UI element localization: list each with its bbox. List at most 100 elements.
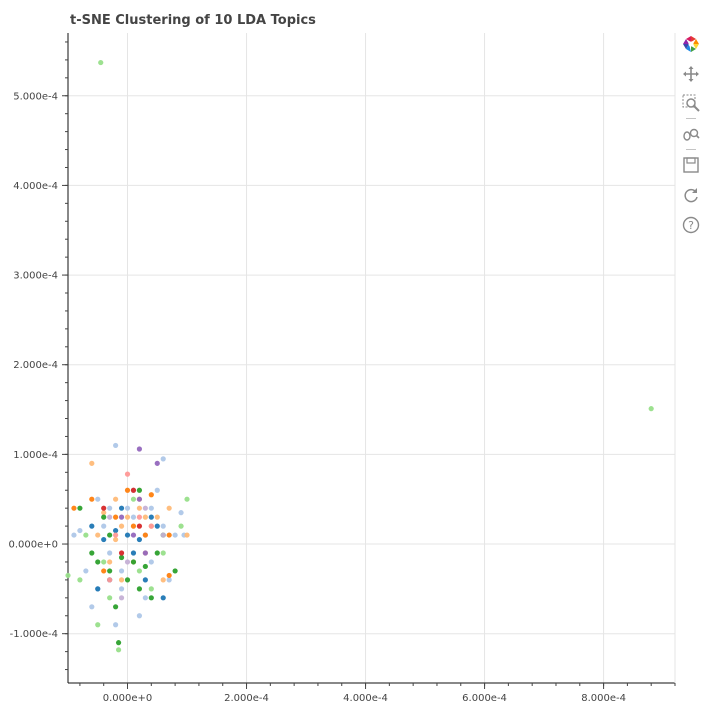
scatter-point — [178, 523, 184, 529]
scatter-point — [118, 514, 125, 520]
scatter-point — [124, 505, 131, 511]
scatter-point — [124, 577, 131, 583]
scatter-point — [113, 532, 119, 538]
toolbar-divider — [686, 149, 696, 150]
scatter-point — [148, 492, 154, 498]
scatter-point — [107, 595, 113, 601]
grid-lines — [68, 33, 675, 683]
scatter-point — [148, 559, 154, 565]
scatter-point — [89, 460, 95, 466]
scatter-point — [118, 505, 125, 511]
scatter-point — [124, 559, 131, 565]
scatter-point — [107, 568, 113, 574]
y-tick-label: 4.000e-4 — [13, 181, 58, 192]
scatter-point — [89, 604, 95, 610]
scatter-point — [136, 586, 143, 592]
tick-marks: 0.000e+0 2.000e-4 4.000e-4 6.000e-4 8.000e-4… — [8, 41, 676, 704]
scatter-point — [148, 595, 154, 601]
scatter-point — [142, 550, 148, 556]
scatter-point — [166, 505, 172, 511]
scatter-point — [648, 406, 654, 412]
scatter-point — [77, 577, 83, 583]
scatter-point — [113, 514, 119, 520]
scatter-point — [136, 487, 143, 493]
scatter-point — [95, 559, 101, 565]
box-zoom-icon[interactable] — [678, 92, 704, 114]
scatter-point — [113, 442, 119, 449]
scatter-point — [89, 523, 95, 529]
scatter-point — [178, 510, 184, 516]
scatter-point — [77, 527, 83, 534]
scatter-point — [118, 550, 125, 556]
scatter-point — [83, 568, 89, 574]
scatter-point — [184, 532, 190, 538]
scatter-point — [130, 523, 137, 529]
scatter-point — [130, 496, 137, 502]
scatter-point — [113, 604, 119, 610]
scatter-point — [107, 550, 113, 556]
scatter-point — [136, 613, 143, 619]
scatter-point — [124, 532, 131, 538]
scatter-point — [148, 514, 154, 520]
scatter-point — [148, 523, 154, 529]
scatter-point — [95, 496, 101, 502]
scatter-point — [107, 532, 113, 538]
scatter-point — [115, 647, 122, 653]
axes — [67, 33, 676, 684]
scatter-point — [142, 563, 148, 570]
scatter-point — [118, 586, 125, 592]
y-tick-label: 1.000e-4 — [13, 450, 58, 461]
wheel-zoom-icon[interactable] — [678, 123, 704, 145]
y-tick-label: 3.000e-4 — [13, 271, 58, 282]
scatter-point — [154, 514, 160, 520]
reset-icon[interactable] — [678, 184, 704, 206]
scatter-point — [160, 523, 166, 529]
scatter-point — [118, 577, 125, 583]
scatter-point — [101, 568, 107, 574]
scatter-point — [148, 586, 154, 592]
save-icon[interactable] — [678, 154, 704, 176]
scatter-point — [130, 487, 137, 493]
scatter-point — [142, 532, 148, 538]
y-tick-label: 0.000e+0 — [8, 540, 58, 551]
scatter-point — [154, 487, 160, 493]
scatter-point — [154, 550, 160, 556]
scatter-point — [95, 532, 101, 538]
scatter-point — [136, 496, 143, 502]
scatter-point — [113, 527, 119, 534]
scatter-point — [172, 532, 178, 538]
svg-text:?: ? — [688, 219, 694, 232]
x-tick-label: 0.000e+0 — [103, 693, 153, 704]
scatter-point — [118, 568, 125, 574]
scatter-point — [130, 514, 137, 520]
scatter-point — [101, 536, 107, 543]
help-icon[interactable]: ? — [678, 214, 704, 236]
scatter-point — [77, 505, 83, 511]
scatter-point — [184, 496, 190, 502]
scatter-point — [142, 577, 148, 583]
scatter-point — [107, 505, 113, 511]
chart-title: t-SNE Clustering of 10 LDA Topics — [70, 13, 316, 28]
scatter-point — [136, 505, 143, 511]
scatter-point — [148, 505, 154, 511]
y-tick-label: 2.000e-4 — [13, 360, 58, 371]
y-tick-label: -1.000e-4 — [10, 629, 58, 640]
x-tick-label: 8.000e-4 — [581, 693, 626, 704]
scatter-point — [101, 505, 107, 511]
scatter-point — [101, 510, 107, 516]
scatter-point — [154, 523, 160, 529]
scatter-point — [89, 550, 95, 556]
scatter-point — [101, 559, 107, 565]
pan-icon[interactable] — [678, 63, 704, 85]
scatter-point — [160, 577, 166, 583]
scatter-point — [142, 514, 148, 520]
x-tick-label: 6.000e-4 — [462, 693, 507, 704]
scatter-point — [136, 536, 143, 543]
scatter-point — [136, 514, 143, 520]
bokeh-logo-icon[interactable] — [678, 33, 704, 55]
scatter-point — [118, 595, 125, 601]
scatter-point — [124, 487, 131, 493]
scatter-point — [160, 456, 166, 462]
scatter-point — [172, 568, 178, 574]
